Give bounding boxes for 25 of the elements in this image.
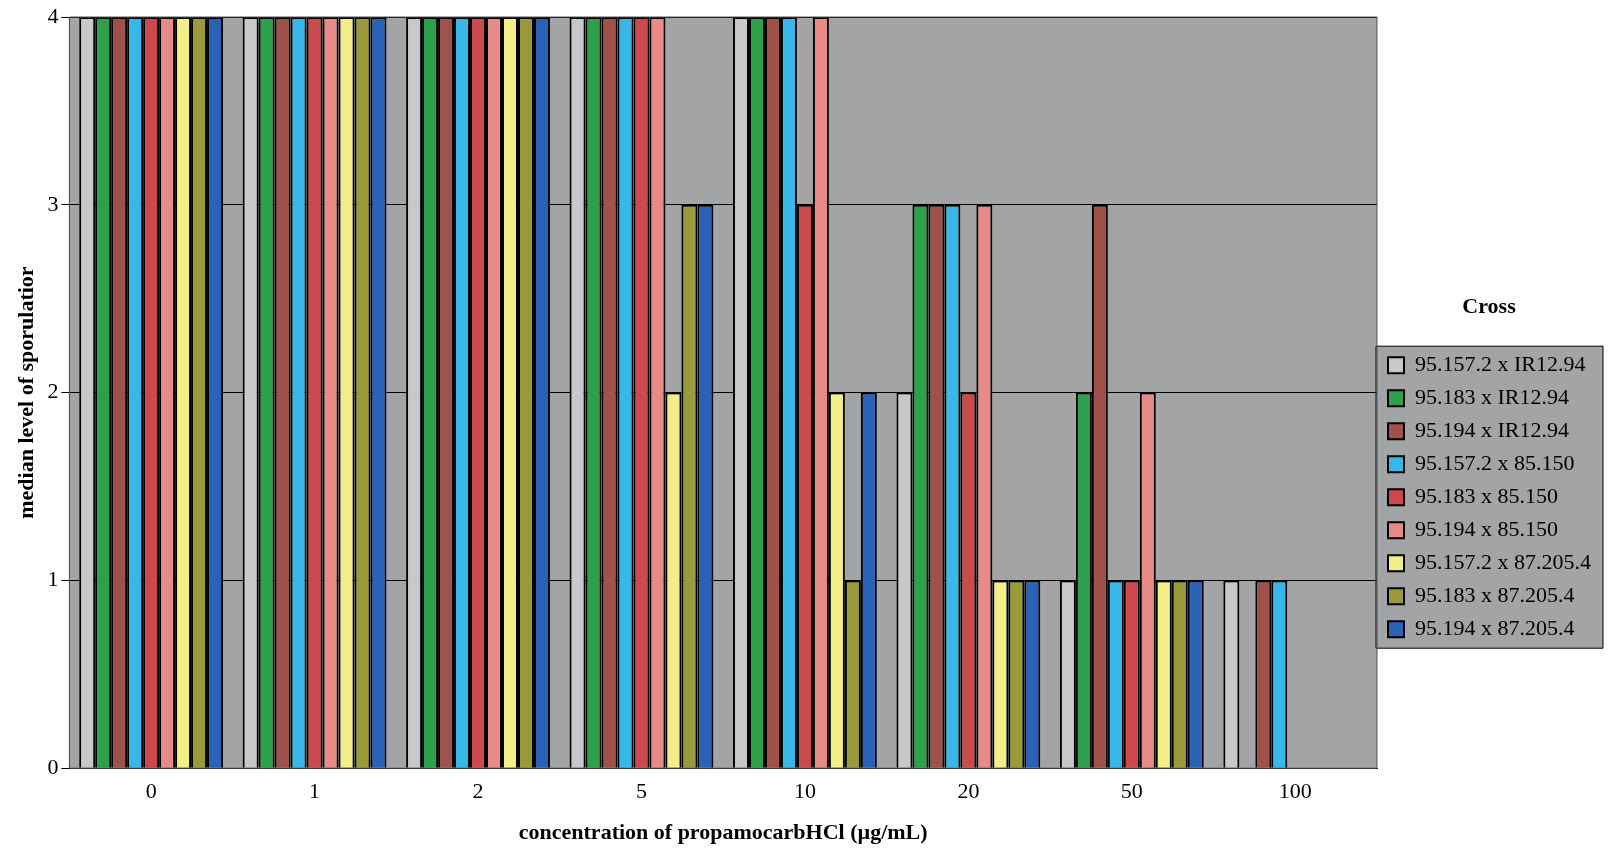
x-axis-title: concentration of propamocarbHCl (µg/mL)	[518, 819, 928, 845]
legend-label: 95.194 x 87.205.4	[1415, 614, 1575, 640]
y-tick-label: 0	[47, 753, 59, 779]
x-tick-label: 0	[145, 778, 157, 804]
legend-label: 95.194 x IR12.94	[1415, 416, 1569, 442]
y-axis-title: median level of sporulatior	[12, 266, 38, 519]
x-tick-label: 5	[635, 778, 647, 804]
legend-label: 95.183 x IR12.94	[1415, 383, 1569, 409]
x-tick-label: 2	[472, 778, 484, 804]
legend-label: 95.157.2 x IR12.94	[1415, 350, 1586, 376]
legend-label: 95.157.2 x 85.150	[1415, 449, 1575, 475]
y-tick-label: 4	[47, 2, 59, 28]
y-tick-label: 2	[47, 378, 59, 404]
x-tick-label: 1	[309, 778, 321, 804]
legend-label: 95.183 x 85.150	[1415, 482, 1558, 508]
legend-label: 95.183 x 87.205.4	[1415, 581, 1575, 607]
x-tick-label: 50	[1120, 778, 1143, 804]
y-tick-label: 3	[47, 190, 59, 216]
legend-label: 95.157.2 x 87.205.4	[1415, 548, 1591, 574]
x-tick-label: 100	[1278, 778, 1312, 804]
y-tick-label: 1	[47, 566, 59, 592]
legend-title: Cross	[1462, 293, 1517, 319]
legend-label: 95.194 x 85.150	[1415, 515, 1558, 541]
x-tick-label: 20	[957, 778, 980, 804]
x-tick-label: 10	[793, 778, 816, 804]
